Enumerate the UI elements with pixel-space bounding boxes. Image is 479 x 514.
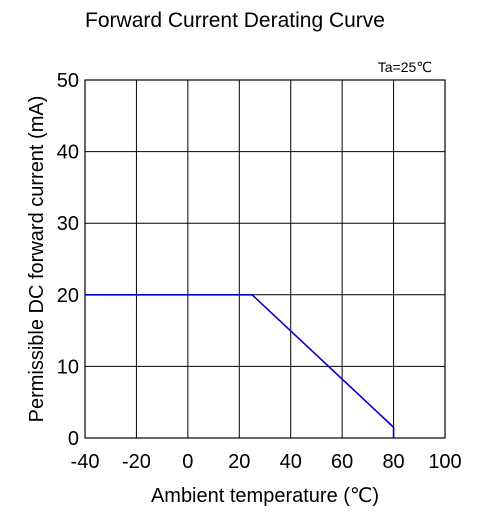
plot-frame <box>84 79 446 439</box>
x-tick-label: 100 <box>428 451 461 473</box>
x-tick-labels: -40 -20 0 20 40 60 80 100 <box>71 451 462 473</box>
y-axis-label: Permissible DC forward current (mA) <box>26 96 48 423</box>
x-tick-label: 60 <box>331 451 353 473</box>
y-tick-label: 30 <box>57 213 79 235</box>
derating-line <box>85 293 395 438</box>
y-tick-label: 10 <box>57 356 79 378</box>
condition-annotation: Ta=25℃ <box>378 59 432 75</box>
x-tick-label: 80 <box>382 451 404 473</box>
x-tick-label: 0 <box>182 451 193 473</box>
x-tick-label: -20 <box>122 451 151 473</box>
y-tick-label: 20 <box>57 285 79 307</box>
y-tick-labels: 0 10 20 30 40 50 <box>57 70 79 450</box>
x-tick-label: 20 <box>228 451 250 473</box>
y-tick-label: 50 <box>57 70 79 92</box>
chart-title: Forward Current Derating Curve <box>85 9 385 32</box>
y-tick-label: 0 <box>68 428 79 450</box>
series-group <box>85 293 395 438</box>
x-axis-label: Ambient temperature (℃) <box>151 485 379 507</box>
y-tick-label: 40 <box>57 142 79 164</box>
x-tick-label: 40 <box>280 451 302 473</box>
x-tick-label: -40 <box>71 451 100 473</box>
grid <box>85 80 445 438</box>
